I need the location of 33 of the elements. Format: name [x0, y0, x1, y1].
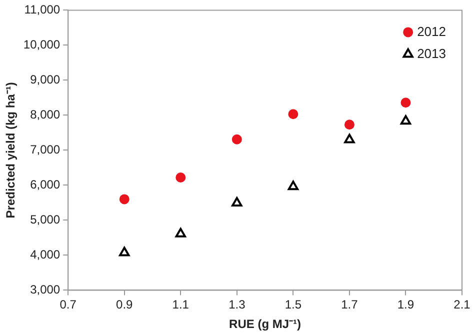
point [344, 120, 354, 130]
y-tick-label: 5,000 [30, 212, 60, 227]
point [176, 172, 186, 182]
x-tick-label: 2.1 [454, 298, 471, 312]
legend-label: 2012 [417, 24, 446, 39]
y-tick-label: 6,000 [30, 178, 60, 192]
x-tick-label: 1.5 [284, 298, 302, 312]
legend-label: 2013 [417, 46, 446, 61]
y-tick-label: 11,000 [24, 2, 60, 17]
y-tick-label: 3,000 [30, 282, 60, 297]
x-tick-label: 1.1 [172, 298, 190, 312]
y-tick-label: 4,000 [30, 248, 60, 262]
x-tick-label: 1.7 [341, 298, 358, 312]
x-tick-label: 1.3 [228, 298, 246, 312]
point [400, 115, 412, 125]
x-tick-label: 1.9 [397, 298, 414, 312]
y-tick-label: 8,000 [30, 108, 60, 122]
point [400, 98, 411, 108]
y-axis-title: Predicted yield (kg ha⁻¹) [4, 82, 18, 218]
point [344, 134, 355, 144]
point [288, 180, 299, 190]
point [175, 228, 186, 238]
point [119, 194, 130, 204]
x-tick-label: 0.9 [116, 298, 134, 312]
y-tick-label: 7,000 [30, 142, 60, 157]
point [232, 197, 242, 207]
x-axis-title: RUE (g MJ⁻¹) [229, 317, 302, 332]
point [232, 134, 242, 144]
y-tick-label: 9,000 [30, 72, 60, 87]
point [288, 109, 298, 120]
y-tick-label: 10,000 [23, 38, 60, 52]
x-tick-label: 0.7 [60, 298, 77, 312]
point [119, 246, 130, 256]
